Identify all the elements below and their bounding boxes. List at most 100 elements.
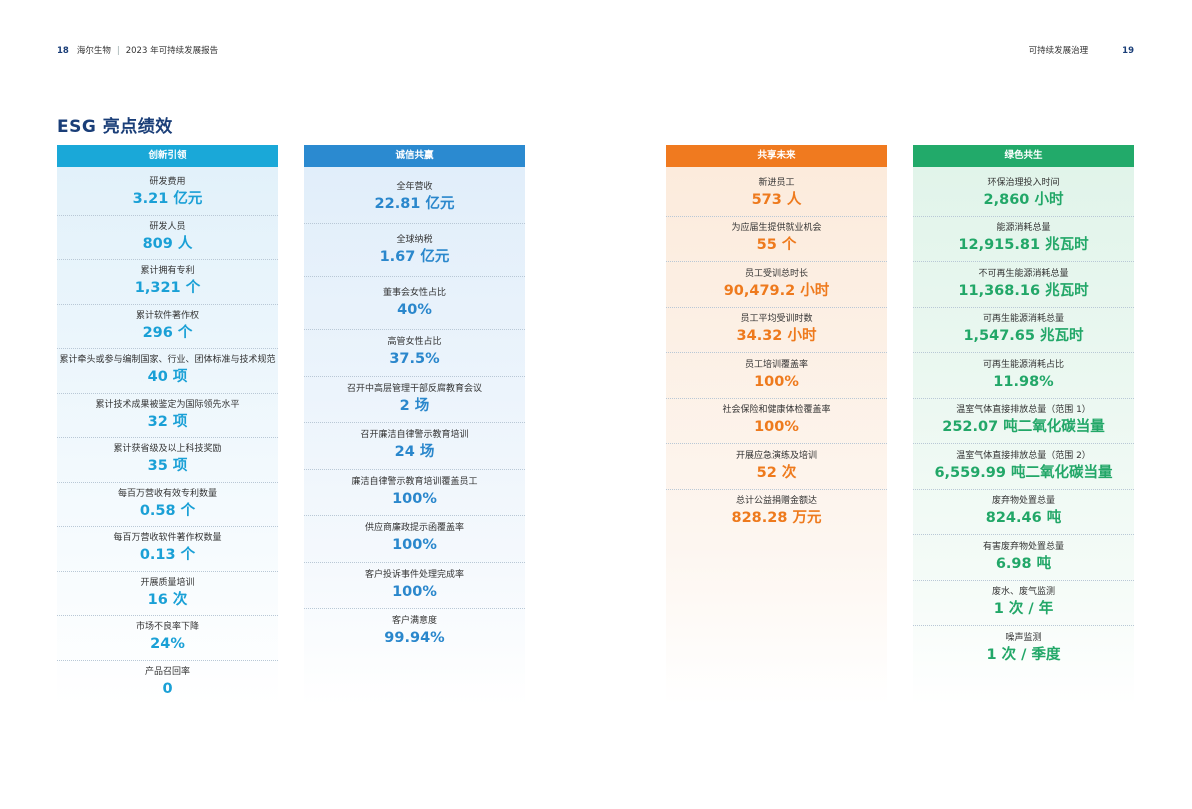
metric-label: 累计技术成果被鉴定为国际领先水平: [95, 399, 240, 410]
column-shared-future: 共享未来 新进员工 573 人 为应届生提供就业机会 55 个 员工受训总时长 90,…: [666, 145, 887, 706]
metric-label: 召开中高层管理干部反腐教育会议: [346, 383, 482, 394]
metric-label: 可再生能源消耗总量: [982, 314, 1064, 325]
metric-item: 每百万营收有效专利数量 0.58 个: [57, 483, 278, 527]
metric-value: 100%: [754, 373, 799, 390]
metric-item: 廉洁自律警示教育培训覆盖员工 100%: [304, 470, 525, 516]
metric-item: 每百万营收软件著作权数量 0.13 个: [57, 527, 278, 572]
page-header-left: 18 海尔生物 | 2023 年可持续发展报告: [57, 44, 218, 56]
metric-label: 环保治理投入时间: [987, 177, 1060, 188]
metric-label: 不可再生能源消耗总量: [978, 268, 1069, 279]
column-body: 新进员工 573 人 为应届生提供就业机会 55 个 员工受训总时长 90,479.2…: [666, 167, 887, 706]
metric-value: 1 次 / 季度: [986, 646, 1061, 663]
metric-label: 可再生能源消耗占比: [982, 359, 1064, 370]
column-header: 绿色共生: [913, 145, 1134, 167]
metric-value: 1 次 / 年: [993, 601, 1054, 618]
metric-item: 累计软件著作权 296 个: [57, 305, 278, 349]
metric-value: 573 人: [751, 191, 802, 208]
metric-item: 总计公益捐赠金额达 828.28 万元: [666, 490, 887, 535]
metric-item: 累计牵头或参与编制国家、行业、团体标准与技术规范 40 项: [57, 349, 278, 394]
metric-item: 噪声监测 1 次 / 季度: [913, 626, 1134, 671]
metric-value: 100%: [392, 537, 437, 554]
metric-item: 不可再生能源消耗总量 11,368.16 兆瓦时: [913, 262, 1134, 308]
metric-value: 16 次: [147, 591, 188, 608]
metric-value: 1,321 个: [134, 280, 201, 297]
metric-value: 40 项: [147, 369, 188, 386]
metric-label: 员工平均受训时数: [740, 314, 813, 325]
metric-item: 全年营收 22.81 亿元: [304, 171, 525, 224]
metric-value: 37.5%: [389, 351, 440, 368]
metric-item: 能源消耗总量 12,915.81 兆瓦时: [913, 217, 1134, 262]
metric-value: 100%: [392, 490, 437, 507]
metric-item: 市场不良率下降 24%: [57, 616, 278, 661]
metric-label: 供应商廉政提示函覆盖率: [364, 523, 464, 534]
metric-label: 总计公益捐赠金额达: [735, 496, 817, 507]
metric-value: 24 场: [394, 444, 435, 461]
header-divider: |: [116, 46, 120, 56]
metric-item: 有害废弃物处置总量 6.98 吨: [913, 535, 1134, 581]
metric-value: 296 个: [142, 324, 193, 341]
metric-item: 员工受训总时长 90,479.2 小时: [666, 262, 887, 308]
metric-item: 召开中高层管理干部反腐教育会议 2 场: [304, 377, 525, 423]
metric-label: 累计牵头或参与编制国家、行业、团体标准与技术规范: [59, 355, 276, 366]
metric-item: 研发人员 809 人: [57, 216, 278, 260]
metric-label: 开展质量培训: [140, 577, 195, 588]
metric-item: 员工平均受训时数 34.32 小时: [666, 308, 887, 353]
metric-item: 累计获省级及以上科技奖励 35 项: [57, 438, 278, 483]
metric-label: 客户满意度: [391, 616, 437, 627]
metric-value: 824.46 吨: [985, 510, 1062, 527]
metric-label: 高管女性占比: [387, 337, 442, 348]
section-name: 可持续发展治理: [1028, 46, 1089, 56]
metric-item: 废水、废气监测 1 次 / 年: [913, 581, 1134, 626]
metric-value: 809 人: [142, 235, 193, 252]
metric-item: 董事会女性占比 40%: [304, 277, 525, 330]
metric-label: 产品召回率: [144, 666, 190, 677]
metric-item: 员工培训覆盖率 100%: [666, 353, 887, 399]
company-name: 海尔生物: [76, 46, 111, 56]
metric-item: 温室气体直接排放总量（范围 1） 252.07 吨二氧化碳当量: [913, 399, 1134, 444]
metric-item: 新进员工 573 人: [666, 171, 887, 217]
metric-item: 客户满意度 99.94%: [304, 609, 525, 655]
metric-label: 能源消耗总量: [996, 223, 1051, 234]
page-number-right: 19: [1122, 46, 1134, 56]
metric-value: 2 场: [399, 397, 430, 414]
metric-value: 22.81 亿元: [374, 195, 455, 212]
metric-value: 6,559.99 吨二氧化碳当量: [934, 464, 1113, 481]
metric-value: 1,547.65 兆瓦时: [963, 328, 1084, 345]
metric-label: 累计软件著作权: [135, 310, 199, 321]
column-header: 诚信共赢: [304, 145, 525, 167]
metric-value: 3.21 亿元: [132, 191, 203, 208]
page-title: ESG 亮点绩效: [57, 117, 173, 137]
metric-label: 噪声监测: [1005, 632, 1042, 643]
metric-label: 每百万营收有效专利数量: [117, 488, 217, 499]
metric-label: 每百万营收软件著作权数量: [113, 533, 222, 544]
metric-label: 召开廉洁自律警示教育培训: [360, 430, 469, 441]
report-name: 2023 年可持续发展报告: [125, 46, 219, 56]
metric-value: 34.32 小时: [736, 328, 817, 345]
metric-value: 32 项: [147, 413, 188, 430]
metric-item: 累计技术成果被鉴定为国际领先水平 32 项: [57, 394, 278, 438]
metric-label: 员工培训覆盖率: [744, 359, 808, 370]
page-header-right: 可持续发展治理 19: [1029, 44, 1134, 56]
metric-label: 董事会女性占比: [382, 287, 446, 298]
metric-value: 12,915.81 兆瓦时: [958, 237, 1089, 254]
metric-item: 温室气体直接排放总量（范围 2） 6,559.99 吨二氧化碳当量: [913, 444, 1134, 490]
column-body: 研发费用 3.21 亿元 研发人员 809 人 累计拥有专利 1,321 个 累计软件…: [57, 167, 278, 706]
metric-item: 社会保险和健康体检覆盖率 100%: [666, 399, 887, 444]
metric-value: 11.98%: [993, 373, 1054, 390]
metric-item: 产品召回率 0: [57, 661, 278, 705]
metric-label: 累计获省级及以上科技奖励: [113, 444, 222, 455]
metric-value: 55 个: [756, 237, 797, 254]
metric-item: 开展质量培训 16 次: [57, 572, 278, 616]
metric-item: 环保治理投入时间 2,860 小时: [913, 171, 1134, 217]
metric-label: 废弃物处置总量: [991, 496, 1055, 507]
metric-value: 1.67 亿元: [379, 248, 450, 265]
metric-value: 0: [162, 680, 173, 697]
metric-label: 全球纳税: [396, 234, 433, 245]
metric-item: 研发费用 3.21 亿元: [57, 171, 278, 216]
metric-label: 累计拥有专利: [140, 266, 195, 277]
metric-item: 废弃物处置总量 824.46 吨: [913, 490, 1134, 535]
metric-label: 新进员工: [758, 177, 795, 188]
metric-value: 40%: [397, 301, 432, 318]
metric-item: 可再生能源消耗总量 1,547.65 兆瓦时: [913, 308, 1134, 353]
metric-value: 828.28 万元: [731, 510, 822, 527]
